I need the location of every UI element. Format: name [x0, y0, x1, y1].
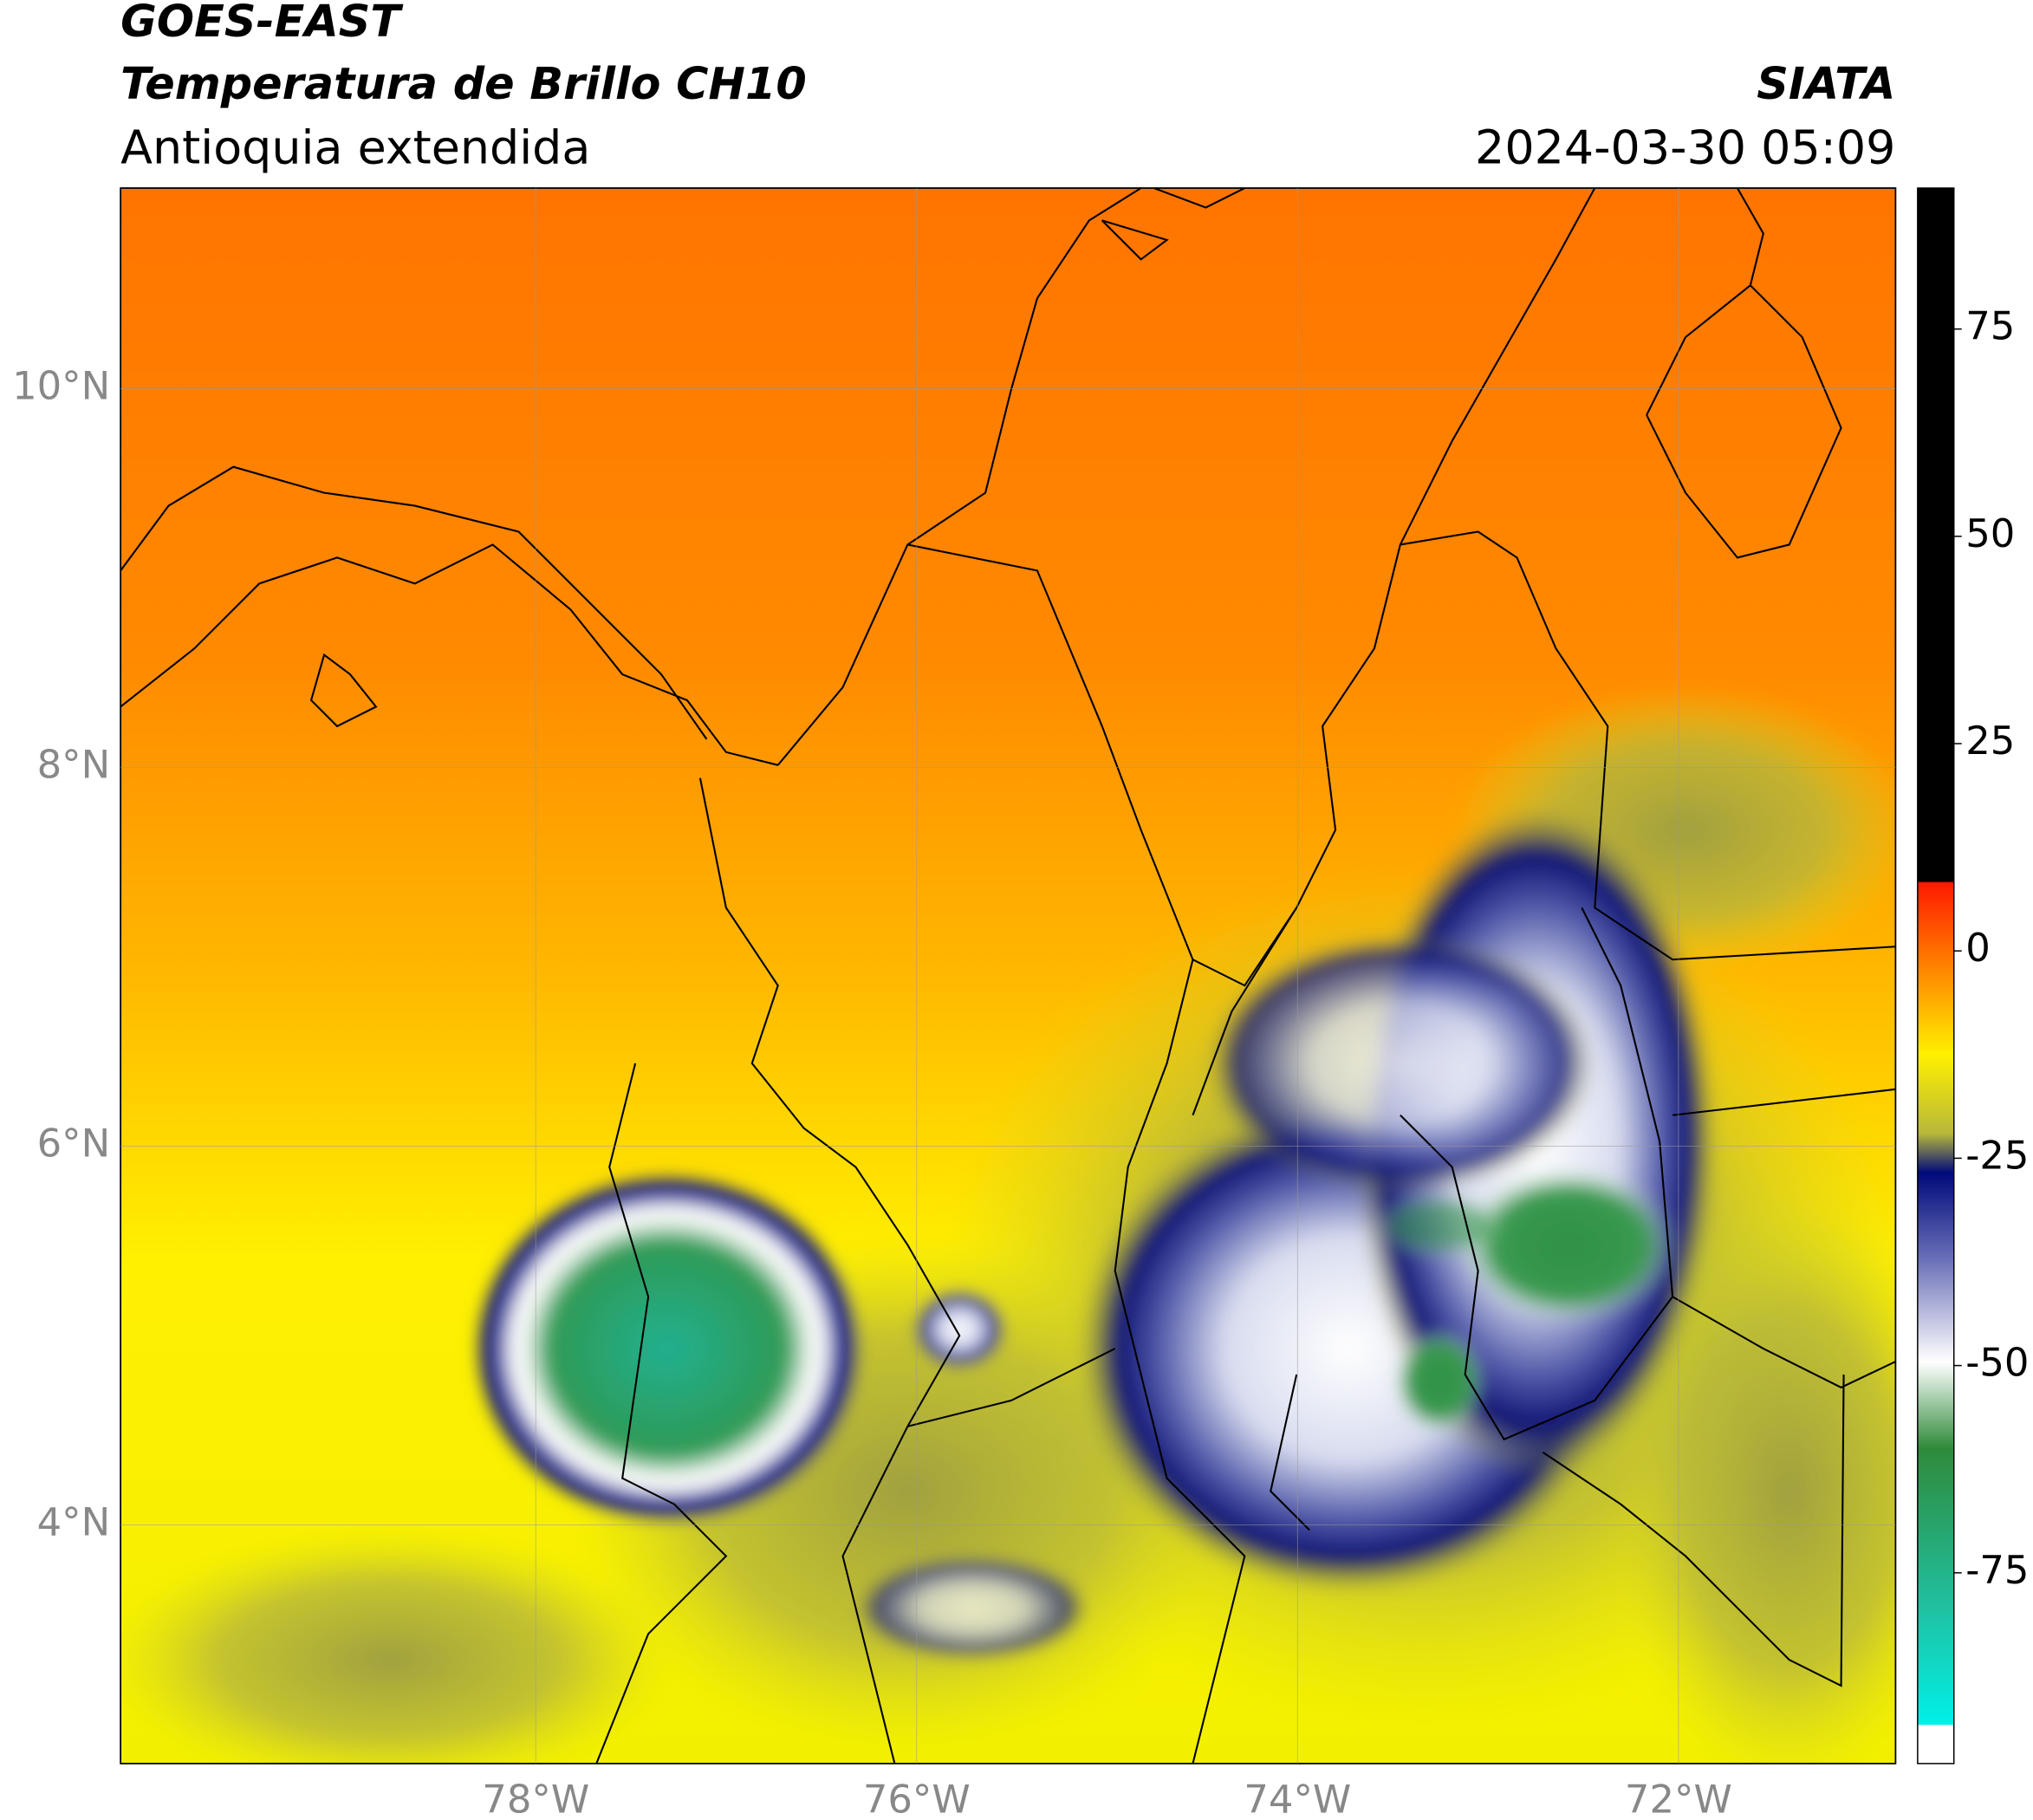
graticule — [120, 188, 1896, 1764]
colorbar — [1917, 187, 1955, 1765]
lat-tick-label: 10°N — [12, 363, 110, 409]
lon-tick-label: 72°W — [1625, 1777, 1732, 1820]
map-frame — [120, 187, 1897, 1765]
source-label: SIATA — [1757, 58, 1895, 109]
colorbar-tick-label: -75 — [1965, 1547, 2029, 1593]
lat-tick-label: 8°N — [37, 742, 111, 788]
satellite-title: GOES-EAST — [120, 0, 404, 47]
lon-tick-label: 74°W — [1244, 1777, 1351, 1820]
colorbar-tick-label: 50 — [1965, 510, 2015, 556]
lat-tick-label: 4°N — [37, 1499, 111, 1545]
satellite-image — [120, 188, 1896, 1764]
lon-tick-label: 78°W — [482, 1777, 589, 1820]
colorbar-tick-label: 25 — [1965, 718, 2015, 764]
product-title: Temperatura de Brillo CH10 — [120, 58, 807, 109]
colorbar-tick-label: -25 — [1965, 1132, 2029, 1178]
colorbar-tick-label: 75 — [1965, 303, 2015, 349]
lat-tick-label: 6°N — [37, 1121, 111, 1167]
colorbar-tick-label: 0 — [1965, 925, 1991, 971]
colorbar-tick-label: -50 — [1965, 1340, 2029, 1386]
lon-tick-label: 76°W — [863, 1777, 971, 1820]
region-label: Antioquia extendida — [120, 120, 590, 175]
datetime-label: 2024-03-30 05:09 — [1475, 120, 1895, 175]
